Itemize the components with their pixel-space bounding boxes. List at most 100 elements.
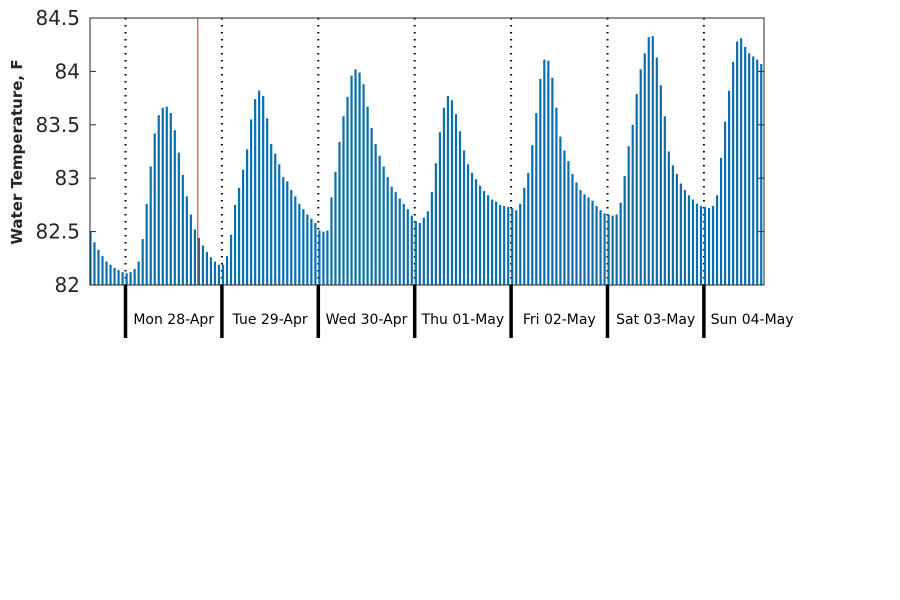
temperature-bar [748, 53, 751, 285]
temperature-bar [575, 182, 578, 285]
temperature-bar [507, 207, 510, 285]
temperature-bar [740, 38, 743, 285]
temperature-bar [691, 199, 695, 285]
temperature-bar [266, 118, 269, 285]
temperature-bar [165, 106, 168, 285]
y-tick-label: 83.5 [35, 113, 80, 137]
temperature-bar [117, 270, 120, 285]
temperature-bar [374, 144, 377, 285]
temperature-bar [294, 196, 297, 285]
temperature-bar [756, 59, 759, 286]
temperature-bar [205, 251, 209, 285]
temperature-bar [97, 249, 100, 285]
day-labels: Mon 28-Apr Tue 29-Apr Wed 30-Apr Thu 01-May… [133, 312, 793, 328]
temperature-bar [655, 57, 658, 285]
temperature-bar [515, 210, 518, 285]
temperature-bar [635, 93, 638, 285]
temperature-bar [161, 107, 164, 286]
temperature-bar [728, 90, 731, 286]
temperature-bar [217, 264, 221, 285]
temperature-bar [454, 114, 458, 286]
temperature-bar [623, 176, 626, 285]
temperature-bar [760, 63, 763, 285]
day-label: Fri 02-May [523, 312, 596, 328]
temperature-bar [306, 214, 309, 285]
temperature-bar [559, 136, 562, 285]
temperature-bar [663, 116, 666, 285]
temperature-bar [438, 132, 442, 285]
temperature-bar [262, 95, 265, 286]
temperature-bar [466, 164, 470, 285]
temperature-bar [563, 150, 566, 285]
temperature-bar [547, 60, 550, 285]
y-tick-label: 82.5 [35, 220, 80, 244]
temperature-bar [246, 149, 249, 285]
temperature-bar [282, 177, 285, 285]
temperature-bar [233, 204, 237, 285]
temperature-bar [386, 177, 389, 285]
temperature-bar [338, 141, 341, 285]
temperature-bar [189, 214, 192, 285]
temperature-bar [237, 187, 241, 285]
temperature-bar [503, 205, 506, 285]
temperature-bar [659, 85, 662, 285]
temperature-bar [137, 261, 140, 285]
temperature-bar [687, 195, 691, 285]
temperature-bar [133, 268, 136, 285]
temperature-bar [322, 231, 325, 285]
temperature-bar [290, 189, 293, 285]
temperature-bar [587, 197, 590, 285]
temperature-bar [225, 256, 229, 285]
temperature-bar [109, 264, 112, 285]
temperature-bar [470, 172, 474, 285]
temperature-bar [667, 151, 670, 285]
temperature-bar [707, 208, 711, 285]
temperature-bar [278, 164, 281, 285]
temperature-bar [406, 209, 409, 285]
temperature-bar [679, 183, 683, 285]
temperature-bar [555, 107, 558, 286]
temperature-bar [482, 191, 486, 285]
temperature-bar [250, 119, 253, 286]
temperature-bar [647, 37, 650, 285]
temperature-bar [113, 267, 116, 285]
day-label: Sun 04-May [711, 312, 794, 328]
temperature-bar [539, 78, 542, 285]
temperature-bar [177, 152, 180, 285]
temperature-bar [639, 69, 642, 285]
temperature-bar [567, 161, 570, 285]
temperature-bar [462, 150, 466, 285]
temperature-bar [450, 100, 454, 286]
temperature-bar [627, 146, 630, 285]
temperature-bar [736, 41, 739, 285]
temperature-bar [583, 194, 586, 285]
temperature-bar [523, 187, 526, 285]
temperature-bar [723, 121, 727, 285]
temperature-bar [414, 220, 417, 285]
temperature-bar [631, 124, 634, 285]
temperature-bar [209, 257, 213, 285]
temperature-bar [442, 107, 446, 286]
temperature-bar [752, 56, 755, 286]
temperature-bar [334, 171, 337, 285]
temperature-bar [671, 165, 674, 285]
temperature-bar [719, 157, 723, 285]
temperature-bar [241, 169, 245, 285]
temperature-bar [591, 200, 594, 285]
temperature-bar [703, 207, 707, 285]
temperature-bar [258, 90, 261, 286]
temperature-bar [422, 217, 425, 285]
temperature-bar [651, 36, 654, 285]
y-tick-label: 82 [55, 273, 80, 297]
temperature-bar [141, 239, 144, 285]
temperature-bar [551, 77, 554, 285]
temperature-bar [93, 242, 96, 285]
temperature-bar [531, 145, 534, 285]
temperature-bar [643, 53, 646, 285]
temperature-bar [330, 197, 333, 285]
temperature-bar [430, 192, 433, 285]
y-tick-label: 83 [55, 166, 80, 190]
temperature-bar [410, 215, 413, 285]
day-label: Tue 29-Apr [232, 312, 308, 328]
temperature-bar [390, 186, 393, 285]
